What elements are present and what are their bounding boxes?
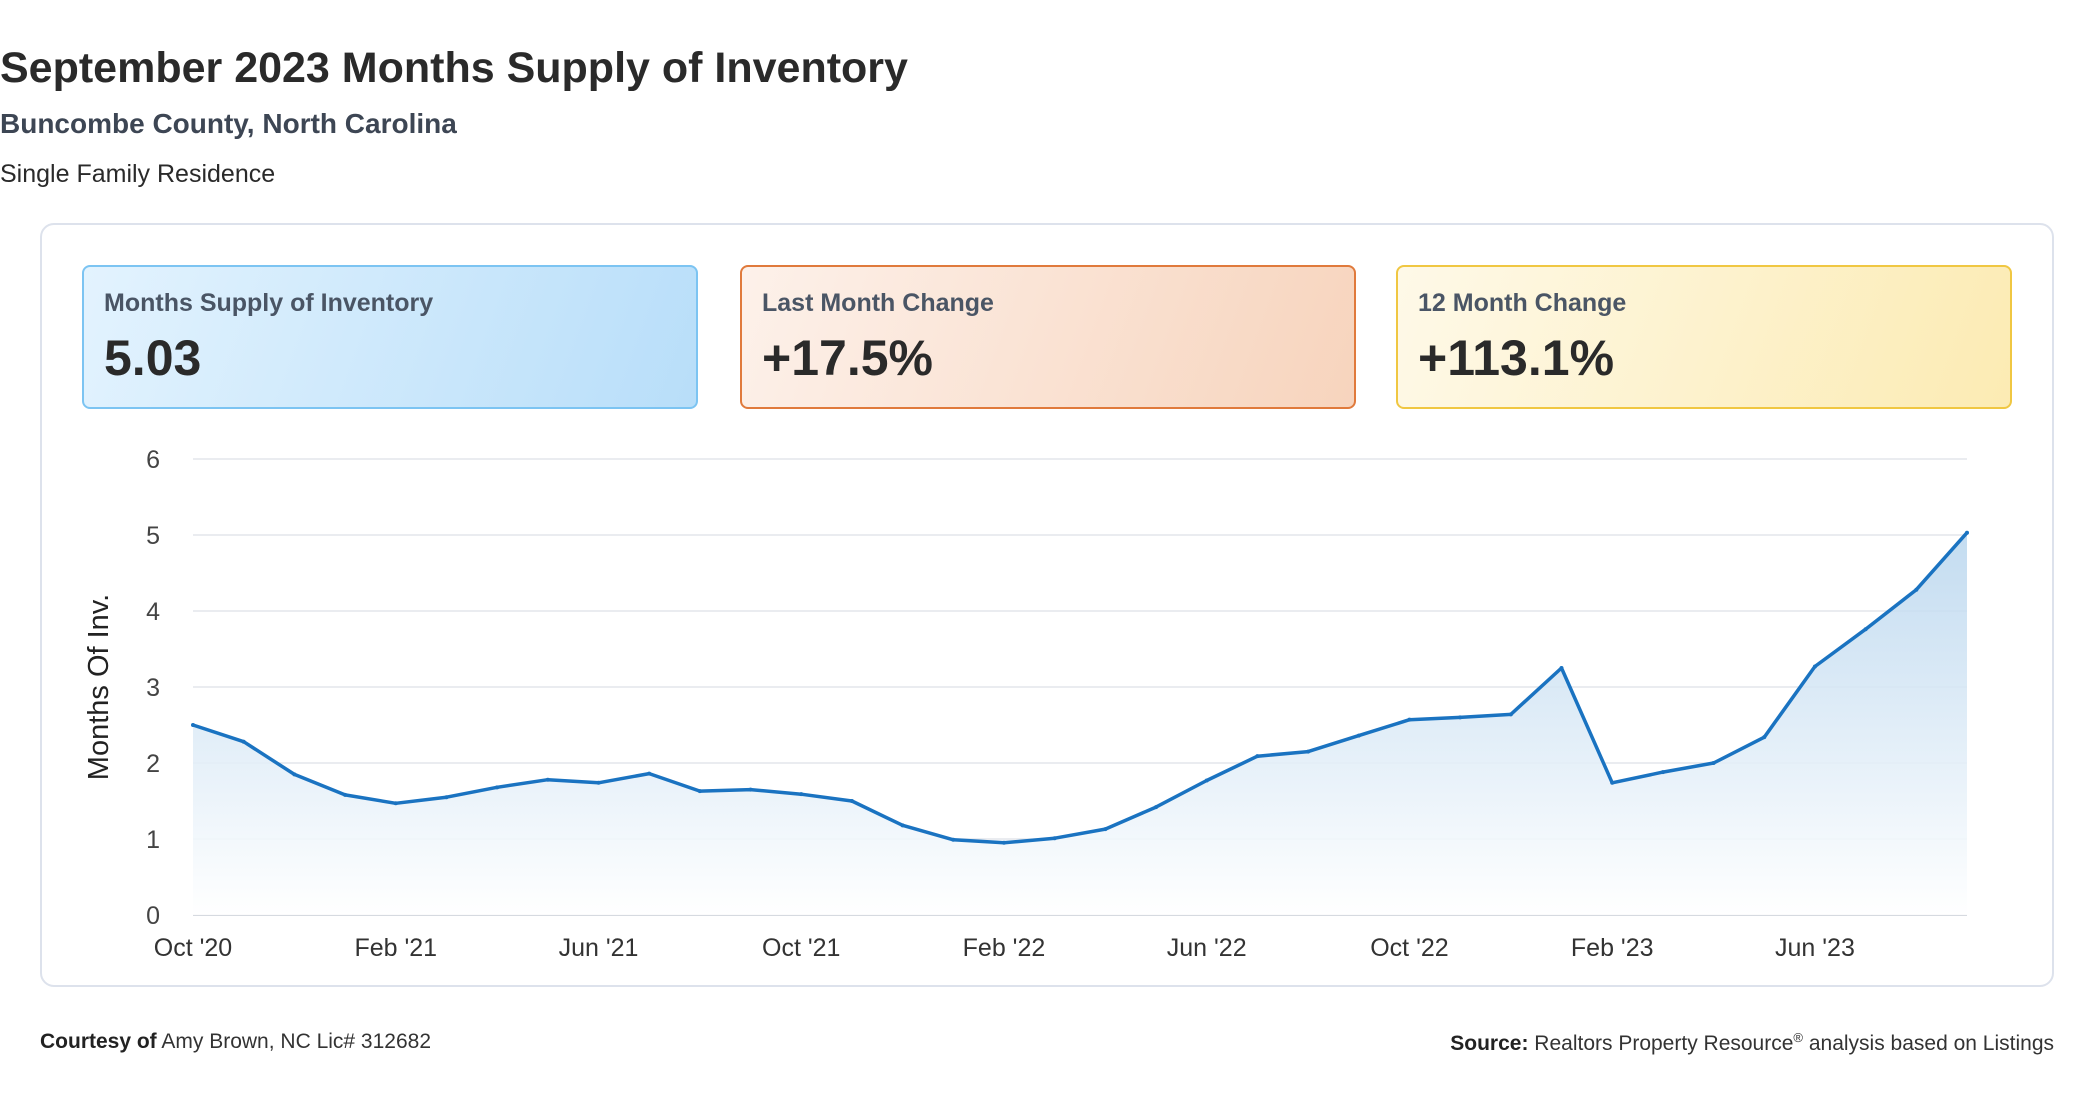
last-month-change-label: Last Month Change [762,289,994,317]
data-point [1508,712,1513,717]
y-axis-label: Months Of Inv. [83,594,115,780]
data-point [1052,836,1057,841]
series-area [193,532,1967,915]
data-point [1204,778,1209,783]
data-point [241,739,246,744]
data-point [292,772,297,777]
data-point [1001,840,1006,845]
months-supply-label: Months Supply of Inventory [104,289,434,317]
months-supply-card: Months Supply of Inventory 5.03 [82,265,698,409]
x-tick-label: Feb '22 [963,934,1046,962]
chart-subtitle: Buncombe County, North Carolina [0,108,457,139]
y-tick-label: 2 [146,750,160,778]
data-point [1458,715,1463,720]
data-point [1407,717,1412,722]
data-point [1559,666,1564,670]
data-point [545,777,550,782]
series-line [191,530,1969,845]
data-point [1914,587,1919,592]
x-tick-label: Jun '21 [559,934,639,962]
data-point [1154,805,1159,810]
x-tick-label: Jun '22 [1167,934,1247,962]
courtesy-footer: Courtesy of Amy Brown, NC Lic# 312682 [40,1030,431,1054]
data-point [393,801,398,806]
data-point [1863,627,1868,632]
registered-mark: ® [1793,1030,1803,1045]
source-footer: Source: Realtors Property Resource® anal… [1450,1030,2054,1056]
last-month-change-value: +17.5% [762,330,933,386]
chart-title: September 2023 Months Supply of Inventor… [0,44,908,92]
data-point [444,795,449,800]
y-tick-label: 1 [146,826,160,854]
y-tick-label: 0 [146,902,160,930]
x-tick-label: Oct '21 [762,934,840,962]
x-tick-label: Oct '20 [154,934,232,962]
data-point [1711,761,1716,765]
data-point [1812,664,1817,669]
line-chart: 0 1 2 3 4 5 6 Oct '20 Feb '21 Jun '21 Oct '21 Feb … [83,446,1969,962]
courtesy-label: Courtesy of [40,1030,157,1053]
property-type: Single Family Residence [0,160,276,188]
data-point [900,823,905,828]
data-point [191,723,195,727]
twelve-month-change-label: 12 Month Change [1418,289,1627,317]
data-point [748,787,753,792]
data-point [647,771,652,776]
y-tick-label: 6 [146,446,160,474]
data-points [191,530,1969,845]
data-point [1356,733,1361,738]
y-tick-label: 5 [146,522,160,550]
data-point [1762,735,1767,740]
data-point [596,780,601,785]
x-tick-label: Feb '21 [354,934,437,962]
y-axis-ticks: 0 1 2 3 4 5 6 [146,446,160,930]
data-point [343,792,348,797]
source-suffix: analysis based on Listings [1808,1032,2054,1055]
data-point [495,785,500,790]
data-point [1660,770,1665,775]
data-point [1306,749,1311,754]
twelve-month-change-card: 12 Month Change +113.1% [1396,265,2012,409]
data-point [1103,827,1108,832]
source-text: Realtors Property Resource [1534,1032,1794,1055]
x-tick-label: Oct '22 [1370,934,1448,962]
x-tick-label: Feb '23 [1571,934,1654,962]
x-tick-label: Jun '23 [1775,934,1855,962]
x-axis-ticks: Oct '20 Feb '21 Jun '21 Oct '21 Feb '22 Jun '… [154,934,1855,962]
months-supply-value: 5.03 [104,330,202,386]
courtesy-text: Amy Brown, NC Lic# 312682 [161,1030,432,1053]
source-label: Source: [1450,1032,1529,1055]
data-point [1255,754,1260,759]
y-tick-label: 4 [146,598,160,626]
data-point [1610,780,1615,785]
twelve-month-change-value: +113.1% [1418,330,1615,386]
data-point [799,792,804,797]
data-point [1965,530,1969,535]
data-point [951,837,956,842]
data-point [849,799,854,803]
last-month-change-card: Last Month Change +17.5% [740,265,1356,409]
y-tick-label: 3 [146,674,160,702]
data-point [697,789,702,794]
